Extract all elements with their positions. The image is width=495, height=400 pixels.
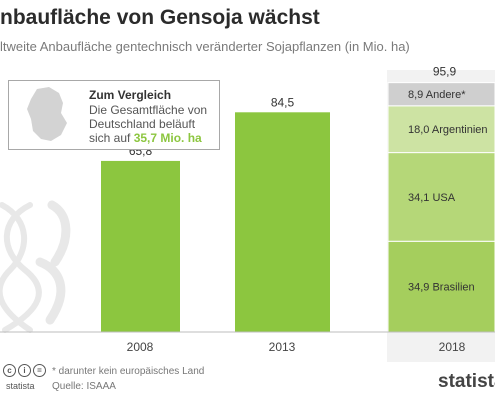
- x-tick-label-2008: 2008: [127, 340, 154, 354]
- license-icons: c i =: [3, 364, 46, 377]
- infobox-value: 35,7 Mio. ha: [133, 131, 202, 145]
- dna-strand-a: [0, 202, 33, 333]
- infobox-line-1: Die Gesamtfläche von: [89, 103, 208, 117]
- cc-icon[interactable]: c: [3, 364, 16, 377]
- value-label-2013: 84,5: [271, 95, 295, 109]
- statista-logo[interactable]: statista: [438, 371, 495, 392]
- soy-pod-upper: [47, 200, 71, 267]
- stack-segment-brasilien: [387, 240, 495, 333]
- infobox-line-3: sich auf 35,7 Mio. ha: [89, 131, 207, 145]
- germany-map-icon: [27, 87, 67, 141]
- x-tick-label-2013: 2013: [269, 340, 296, 354]
- comparison-infobox: Zum Vergleich Die Gesamtfläche von Deuts…: [8, 80, 220, 150]
- source-note: Quelle: ISAAA: [52, 381, 116, 392]
- nd-icon[interactable]: =: [33, 364, 46, 377]
- chart-title: nbaufläche von Gensoja wächst: [0, 6, 320, 29]
- dna-soy-illustration: [0, 200, 71, 333]
- chart-subtitle: ltweite Anbaufläche gentechnisch verände…: [0, 39, 410, 54]
- stack-segment-andere: [387, 82, 495, 107]
- x-tick-label-2018: 2018: [439, 340, 466, 354]
- stack-segment-usa: [387, 152, 495, 242]
- soy-pod-lower: [35, 257, 66, 325]
- by-icon[interactable]: i: [18, 364, 31, 377]
- stack-label-brasilien: 34,9 Brasilien: [408, 282, 475, 294]
- value-label-2018-total: 95,9: [433, 65, 457, 79]
- stack-label-andere: 8,9 Andere*: [408, 89, 466, 101]
- infobox-line-3-prefix: sich auf: [89, 131, 134, 145]
- footer-brand: statista: [6, 381, 35, 391]
- bar-2013: [235, 112, 330, 332]
- infobox-line-2: Deutschland beläuft: [89, 117, 196, 131]
- infobox-text: Die Gesamtfläche von Deutschland beläuft…: [89, 103, 207, 145]
- infobox-heading: Zum Vergleich: [89, 88, 172, 102]
- footnote: * darunter kein europäisches Land: [52, 366, 205, 377]
- stack-label-argentinien: 18,0 Argentinien: [408, 124, 488, 136]
- dna-strand-b: [2, 202, 42, 333]
- stack-label-usa: 34,1 USA: [408, 192, 456, 204]
- bar-2008: [101, 160, 180, 332]
